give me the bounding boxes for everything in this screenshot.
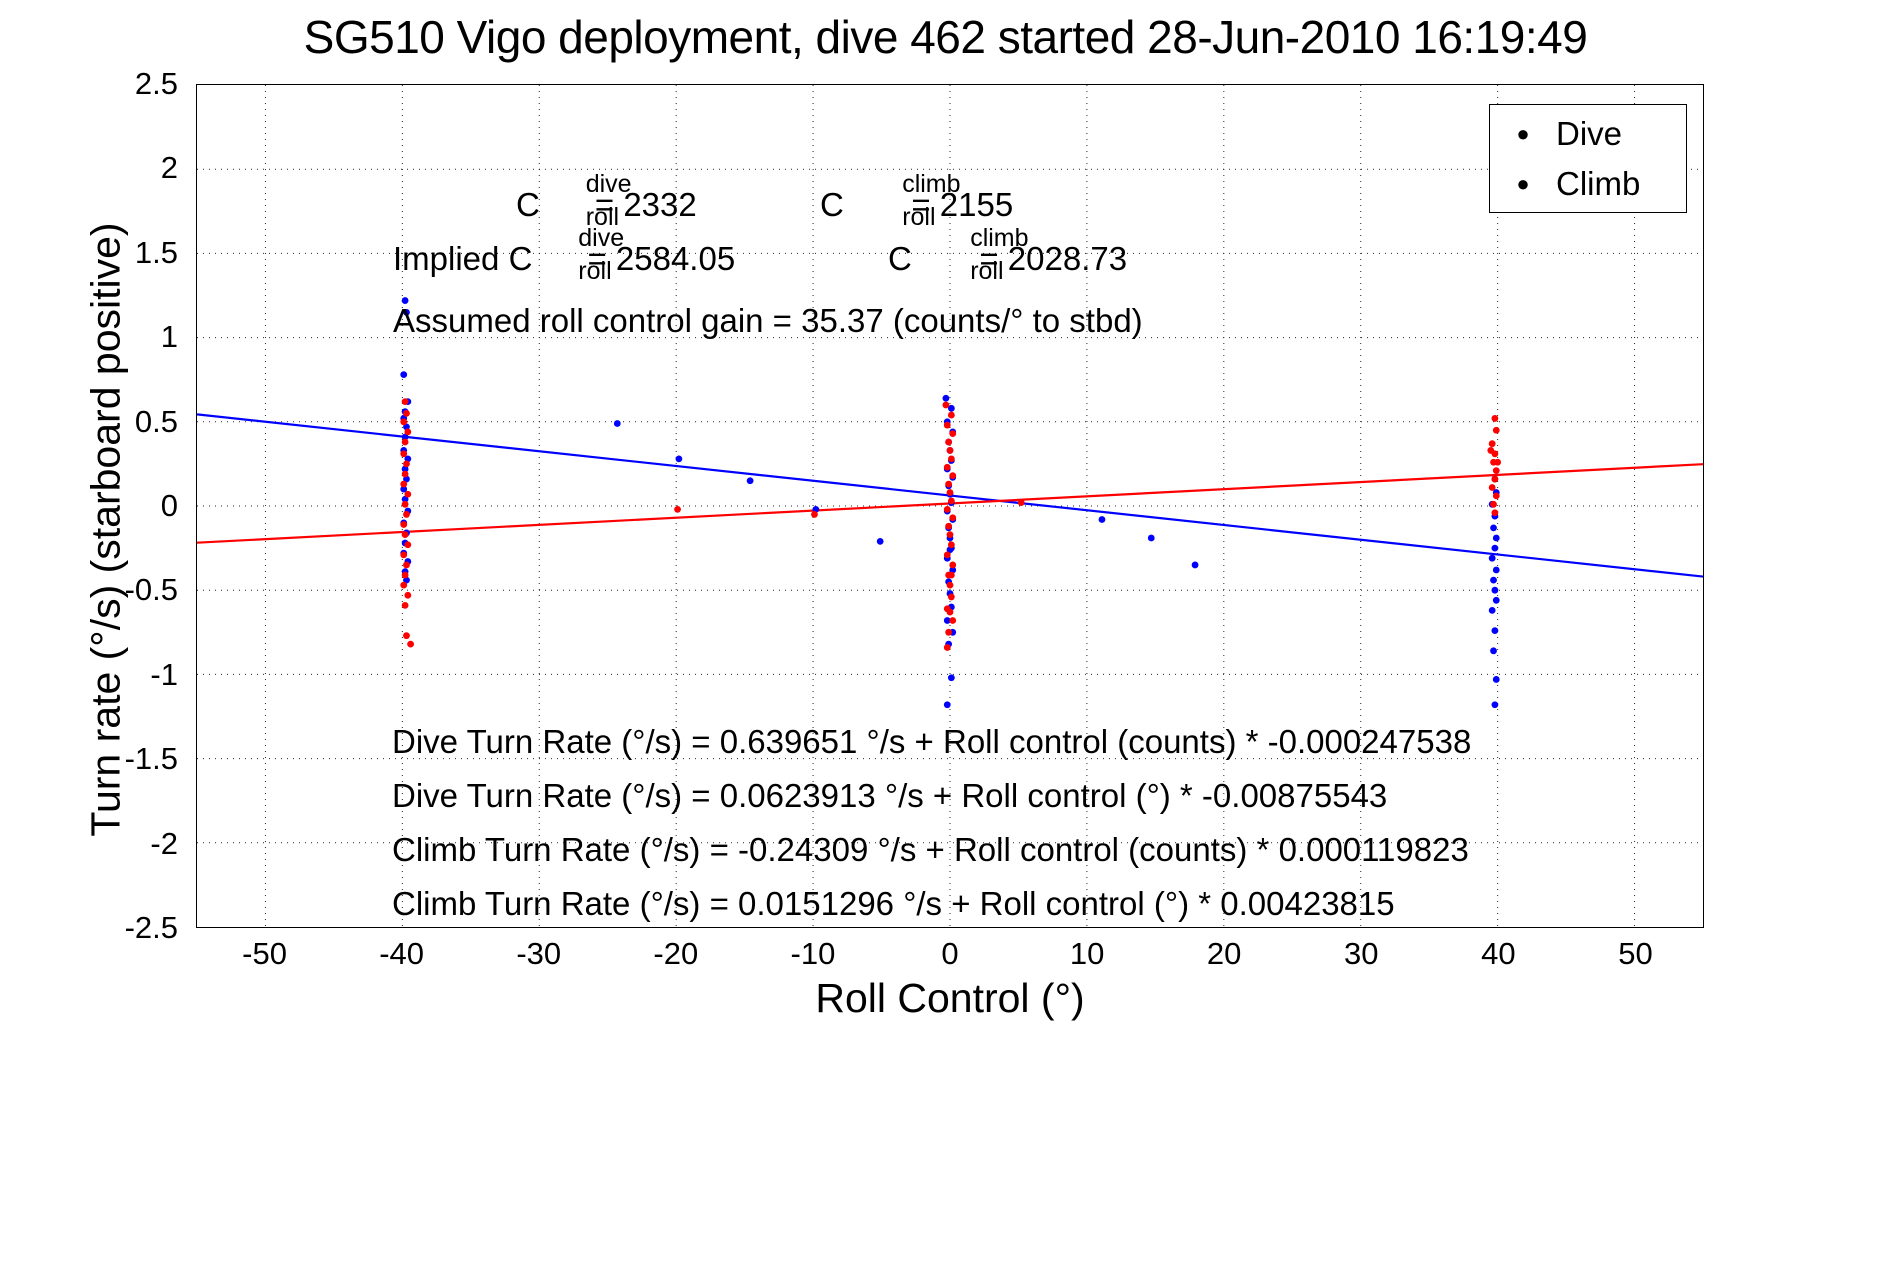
plot-canvas xyxy=(197,85,1703,927)
implied-c-dive-symbol: Cdiverolldive xyxy=(508,226,625,284)
implied-c-climb-value: = 2028.73 xyxy=(979,240,1128,277)
annotation-implied-climb: Cclimbrollclimb = 2028.73 xyxy=(888,226,1128,284)
x-tick-label: 50 xyxy=(1618,936,1653,971)
equation-climb-counts: Climb Turn Rate (°/s) = -0.24309 °/s + R… xyxy=(392,831,1469,868)
implied-c-climb-subscript: roll xyxy=(970,257,1004,285)
implied-c-climb-base: C xyxy=(888,240,912,277)
c-dive-base: C xyxy=(516,186,540,223)
x-tick-label: 40 xyxy=(1481,936,1516,971)
legend-item-climb[interactable]: ● Climb xyxy=(1490,159,1686,209)
annotation-c-dive: Cdiverolldive = 2332 xyxy=(516,172,697,230)
c-dive-symbol: Cdiverolldive xyxy=(516,172,632,230)
legend-marker-dive-icon: ● xyxy=(1516,121,1530,146)
y-tick-label: -1 xyxy=(150,656,178,692)
y-axis-label: Turn rate (°/s) (starboard positive) xyxy=(82,222,129,837)
y-tick-label: 1 xyxy=(160,319,178,355)
x-tick-label: -40 xyxy=(379,936,425,971)
gridlines xyxy=(197,85,1703,927)
legend[interactable]: ● Dive ● Climb xyxy=(1489,104,1687,213)
annotation-roll-gain: Assumed roll control gain = 35.37 (count… xyxy=(393,302,1143,339)
x-tick-label: -50 xyxy=(242,936,287,971)
annotation-implied-dive: Implied Cdiverolldive = 2584.05 xyxy=(393,226,736,284)
annotation-c-climb: Cclimbrollclimb = 2155 xyxy=(820,172,1014,230)
legend-marker-climb-icon: ● xyxy=(1516,171,1530,196)
y-tick-label: -2.5 xyxy=(124,910,178,945)
implied-prefix: Implied xyxy=(393,240,500,277)
legend-item-dive[interactable]: ● Dive xyxy=(1490,109,1686,159)
y-tick-label: 0.5 xyxy=(134,403,178,439)
y-tick-label: -0.5 xyxy=(124,572,178,608)
x-tick-label: 30 xyxy=(1344,936,1379,971)
implied-c-dive-subscript: roll xyxy=(578,257,612,285)
c-climb-symbol: Cclimbrollclimb xyxy=(820,172,961,230)
y-tick-label: 2.5 xyxy=(134,66,178,101)
scatter-points xyxy=(400,297,1502,709)
x-tick-label: 20 xyxy=(1206,936,1242,971)
x-tick-label: -10 xyxy=(790,936,836,971)
c-climb-value: = 2155 xyxy=(911,186,1014,223)
c-climb-superscript: climb xyxy=(902,170,961,198)
legend-label-climb: Climb xyxy=(1556,165,1641,202)
implied-c-dive-value: = 2584.05 xyxy=(587,240,736,277)
x-tick-label: 10 xyxy=(1069,936,1105,971)
equation-climb-degrees: Climb Turn Rate (°/s) = 0.0151296 °/s + … xyxy=(392,885,1395,922)
x-tick-label: -20 xyxy=(653,936,699,971)
x-axis-label: Roll Control (°) xyxy=(815,975,1085,1021)
equation-dive-degrees: Dive Turn Rate (°/s) = 0.0623913 °/s + R… xyxy=(392,777,1388,814)
y-tick-label: 1.5 xyxy=(134,234,178,270)
c-climb-subscript: roll xyxy=(902,203,936,231)
implied-c-climb-superscript: climb xyxy=(970,224,1029,252)
c-dive-superscript: dive xyxy=(585,170,632,198)
legend-label-dive: Dive xyxy=(1556,115,1623,152)
implied-c-dive-base: C xyxy=(508,240,533,277)
c-dive-value: = 2332 xyxy=(594,186,697,223)
implied-c-climb-symbol: Cclimbrollclimb xyxy=(888,226,1029,284)
page-title: SG510 Vigo deployment, dive 462 started … xyxy=(303,11,1588,63)
c-dive-subscript: roll xyxy=(585,203,620,231)
x-tick-label: -30 xyxy=(516,936,562,971)
y-tick-label: -2 xyxy=(150,825,178,861)
x-tick-label: 0 xyxy=(941,936,959,971)
plot-area xyxy=(196,84,1704,928)
y-tick-label: 2 xyxy=(160,150,178,186)
y-tick-label: -1.5 xyxy=(124,741,178,777)
y-tick-label: 0 xyxy=(160,488,178,523)
c-climb-base: C xyxy=(820,186,844,223)
implied-c-dive-superscript: dive xyxy=(578,224,625,252)
equation-dive-counts: Dive Turn Rate (°/s) = 0.639651 °/s + Ro… xyxy=(392,723,1472,760)
